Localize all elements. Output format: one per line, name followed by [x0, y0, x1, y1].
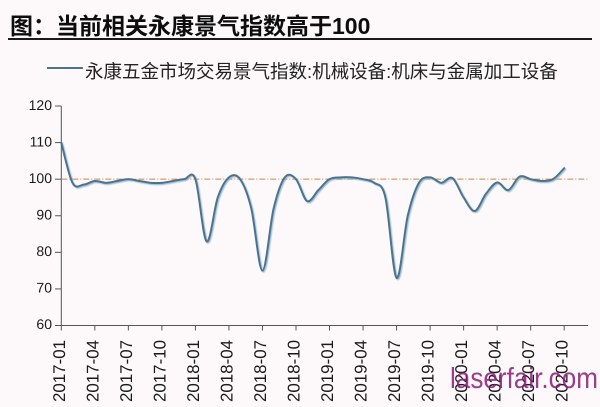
svg-text:2018-01: 2018-01 [184, 340, 203, 402]
svg-text:2019-01: 2019-01 [318, 340, 337, 402]
svg-text:2018-04: 2018-04 [218, 340, 237, 402]
svg-text:laserfair.com: laserfair.com [450, 363, 598, 395]
svg-text:2017-07: 2017-07 [117, 340, 136, 402]
svg-text:110: 110 [30, 134, 53, 150]
svg-text:2017-10: 2017-10 [151, 340, 170, 402]
svg-text:90: 90 [36, 207, 52, 223]
svg-text:70: 70 [36, 280, 52, 296]
svg-text:2019-10: 2019-10 [419, 340, 438, 402]
svg-text:2017-01: 2017-01 [50, 340, 69, 402]
svg-text:2018-07: 2018-07 [251, 340, 270, 402]
svg-text:120: 120 [29, 97, 53, 113]
svg-text:2019-07: 2019-07 [385, 340, 404, 402]
svg-text:60: 60 [36, 316, 52, 332]
svg-text:2019-04: 2019-04 [352, 340, 371, 402]
svg-text:2018-10: 2018-10 [285, 340, 304, 402]
svg-text:100: 100 [29, 170, 53, 186]
svg-text:2017-04: 2017-04 [84, 340, 103, 402]
svg-text:80: 80 [36, 243, 52, 259]
